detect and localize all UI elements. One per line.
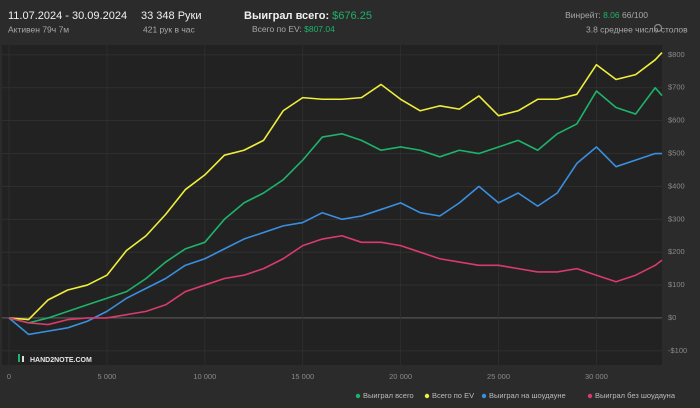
legend-swatch [481,393,487,399]
logo-mark [18,354,20,362]
x-tick-label: 25 000 [487,372,510,381]
settings-gear[interactable] [653,23,663,33]
legend-label: Всего по EV [432,391,474,400]
x-tick-label: 5 000 [98,372,117,381]
tables-avg: 3.8 среднее число столов [586,24,688,34]
series-line [8,234,663,326]
y-tick-label: -$100 [668,346,687,355]
grid: $800 $700 $600 $500 $400 $300 $200 $100 $0 -$100 0… [2,45,687,381]
legend-label: Выиграл без шоудауна [595,391,676,400]
y-tick-label: $700 [668,83,685,92]
x-tick-label: 20 000 [389,372,412,381]
x-tick-label: 10 000 [193,372,216,381]
lines [8,52,663,336]
winrate-sample: 66/100 [622,10,648,20]
y-tick-label: $200 [668,247,685,256]
series-line [8,86,663,324]
legend-label: Выиграл на шоудауне [489,391,566,400]
legend-swatch [424,393,430,399]
active-time: Активен 79ч 7м [8,24,69,34]
series-line [8,52,663,321]
won-value: $676.25 [332,10,372,22]
y-tick-label: $400 [668,181,685,190]
y-tick-label: $300 [668,214,685,223]
legend: Выиграл всего Всего по EV Выиграл на шоуда… [355,391,676,400]
ev-total: Всего по EV: $807.04 [252,24,335,34]
winrate-value: 8.06 [603,10,620,20]
legend-swatch [355,393,361,399]
y-tick-label: $0 [668,313,676,322]
won-label: Выиграл всего: [244,10,329,22]
legend-label: Выиграл всего [363,391,414,400]
y-tick-label: $100 [668,280,685,289]
series-line [8,146,662,336]
winrate-label: Винрейт: [565,10,601,20]
y-tick-label: $600 [668,116,685,125]
y-tick-label: $800 [668,50,685,59]
legend-swatch [587,393,593,399]
plot-area [2,45,662,365]
x-tick-label: 30 000 [585,372,608,381]
logo-mark [22,356,24,362]
y-tick-label: $500 [668,149,685,158]
x-tick-label: 15 000 [291,372,314,381]
ev-value: $807.04 [304,24,335,34]
settings-icon[interactable] [653,23,663,33]
watermark: HAND2NOTE.COM [30,357,92,364]
winrate: Винрейт: 8.06 66/100 [565,10,648,20]
ev-label: Всего по EV: [252,24,302,34]
hands: 33 348 Руки [141,10,202,22]
won-total: Выиграл всего: $676.25 [244,10,372,22]
x-tick-label: 0 [7,372,11,381]
hands-per-hour: 421 рук в час [143,24,196,34]
date-range: 11.07.2024 - 30.09.2024 [8,10,127,22]
